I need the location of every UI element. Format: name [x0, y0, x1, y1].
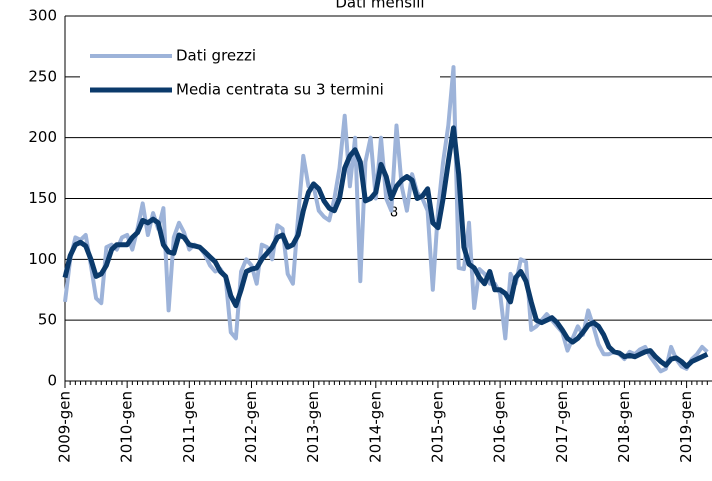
x-tick-label: 2012-gen — [242, 391, 260, 463]
legend-box — [80, 40, 440, 106]
x-tick-label: 2010-gen — [118, 391, 136, 463]
y-tick-label: 100 — [28, 250, 57, 268]
x-tick-label: 2015-gen — [428, 391, 446, 463]
y-tick-label: 300 — [28, 7, 57, 25]
x-tick-label: 2017-gen — [553, 391, 571, 463]
y-tick-label: 150 — [28, 189, 57, 207]
x-tick-label: 2019-gen — [677, 391, 695, 463]
legend-label: Dati grezzi — [176, 47, 256, 65]
chart-title: Dati mensili — [335, 0, 424, 12]
x-tick-label: 2013-gen — [304, 391, 322, 463]
y-tick-label: 250 — [28, 67, 57, 85]
legend-label: Media centrata su 3 termini — [176, 81, 384, 99]
x-tick-label: 2014-gen — [366, 391, 384, 463]
series-line — [63, 65, 709, 374]
y-tick-label: 0 — [47, 372, 57, 390]
y-tick-label: 200 — [28, 128, 57, 146]
x-tick-label: 2009-gen — [56, 391, 74, 463]
legend: Dati grezzi Media centrata su 3 termini — [80, 40, 440, 106]
y-tick-label: 50 — [38, 311, 57, 329]
x-tick-label: 2016-gen — [491, 391, 509, 463]
x-tick-label: 2011-gen — [180, 391, 198, 463]
series-line — [62, 125, 709, 369]
annotation: 8 — [390, 206, 398, 221]
x-tick-label: 2018-gen — [615, 391, 633, 463]
